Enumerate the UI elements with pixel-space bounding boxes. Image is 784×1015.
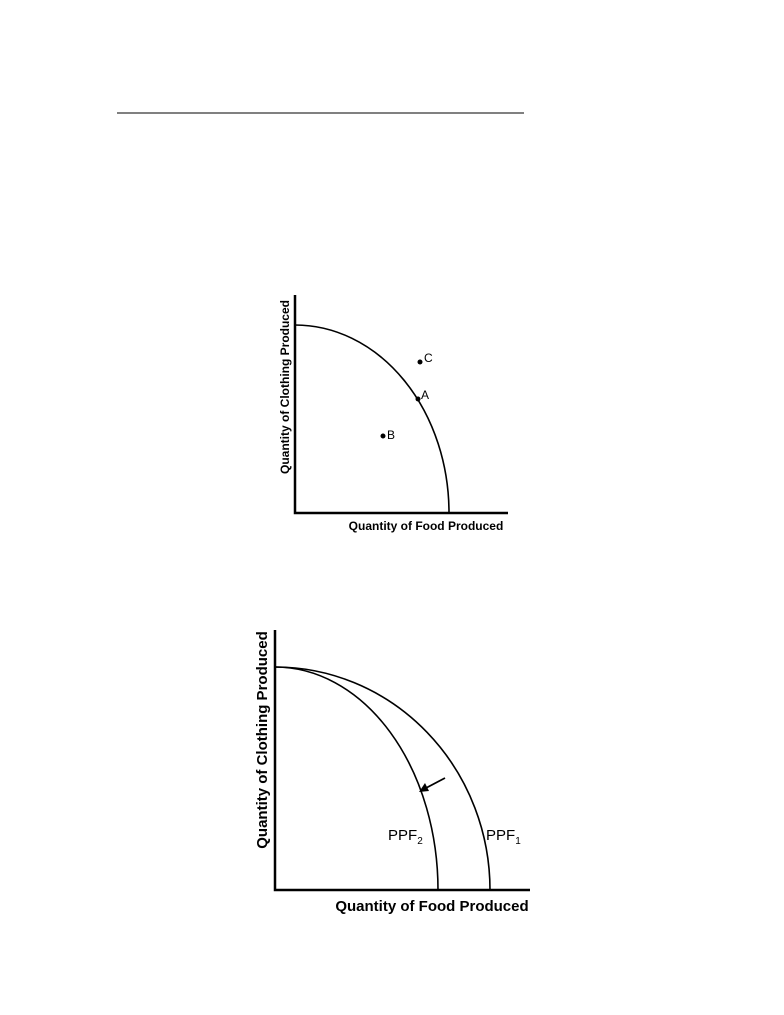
curve-label-subscript: 2 <box>417 836 423 847</box>
point <box>380 433 386 439</box>
curve-label: PPF2 <box>388 827 423 847</box>
figure-2: PPF2 PPF1 Quantity of Food Produced Quan… <box>254 630 530 915</box>
ppf-1-curve <box>274 666 491 891</box>
y-axis-label: Quantity of Clothing Produced <box>254 631 271 849</box>
point <box>417 359 423 365</box>
arrow-head <box>419 783 429 792</box>
shift-arrow <box>425 777 446 789</box>
point-label: B <box>387 428 395 442</box>
curve-label-text: PPF <box>486 827 515 844</box>
curve-label: PPF1 <box>486 827 521 847</box>
axes <box>293 295 508 515</box>
point-label: C <box>424 351 433 365</box>
ppf-curve <box>294 324 450 514</box>
x-axis-label: Quantity of Food Produced <box>349 519 504 533</box>
curve-label-subscript: 1 <box>515 836 521 847</box>
ppf-2-curve <box>274 666 439 891</box>
curve-label-text: PPF <box>388 827 417 844</box>
y-axis-label: Quantity of Clothing Produced <box>278 300 292 474</box>
point-label: A <box>421 388 429 402</box>
point <box>415 396 421 402</box>
x-axis-label: Quantity of Food Produced <box>335 898 528 915</box>
axes <box>273 630 530 892</box>
figure-1: A B C Quantity of Food Produced Quantity… <box>278 295 508 533</box>
